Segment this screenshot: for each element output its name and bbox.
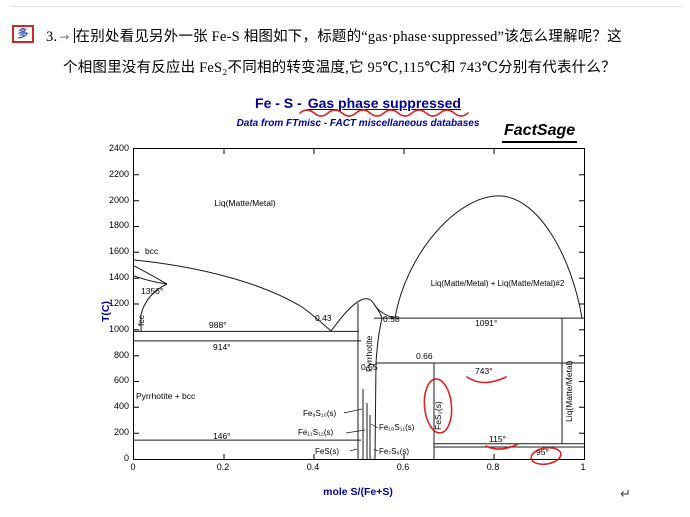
line-break-mark: ↵ bbox=[620, 486, 631, 501]
question-text-1: 在别处看见另外一张 Fe-S 相图如下，标题的“gas·phase·suppre… bbox=[75, 29, 622, 45]
comp-label-0-66: 0.66 bbox=[416, 351, 433, 361]
chart-title-emphasis: Gas phase suppressed bbox=[307, 95, 461, 111]
phase-label-fe7s8: Fe₇S₈(s) bbox=[379, 447, 410, 456]
x-tick-label: 0 bbox=[130, 462, 136, 472]
temp-label-1356: 1356° bbox=[141, 286, 164, 296]
temp-label-743: 743° bbox=[475, 366, 493, 376]
region-label-pyrrhotite-bcc: Pyrrhotite + bcc bbox=[136, 391, 196, 401]
y-tick-label: 1000 bbox=[108, 324, 129, 334]
phase-label-fes2: FeS₂(s) bbox=[433, 401, 443, 430]
y-tick-label: 1400 bbox=[108, 272, 129, 282]
phase-label-fe9s10: Fe₉S₁₀(s) bbox=[303, 409, 337, 418]
y-tick-label: 1600 bbox=[108, 246, 129, 256]
text-cursor bbox=[73, 28, 75, 43]
region-label-liquid: Liq(Matte/Metal) bbox=[214, 198, 276, 208]
question-text-2: 个相图里没有反应出 FeS₂不同相的转变温度,它 95℃,115℃和 743℃分… bbox=[63, 60, 616, 76]
phase-label-fes: FeS(s) bbox=[315, 447, 339, 456]
x-tick-label: 0.2 bbox=[216, 462, 230, 472]
temp-label-115: 115° bbox=[489, 434, 506, 444]
temp-label-914: 914° bbox=[213, 342, 231, 352]
x-tick-label: 0.4 bbox=[306, 462, 320, 472]
region-label-bcc: bcc bbox=[145, 246, 159, 256]
comp-label-0-58: 0.58 bbox=[383, 314, 400, 324]
revision-marker-icon[interactable]: 多 bbox=[12, 25, 34, 43]
temp-label-146: 146° bbox=[213, 431, 231, 441]
temp-label-95: 95° bbox=[536, 447, 549, 457]
comp-label-0-55: 0.55 bbox=[361, 362, 378, 372]
question-line-2[interactable]: 个相图里没有反应出 FeS₂不同相的转变温度,它 95℃,115℃和 743℃分… bbox=[63, 56, 616, 77]
region-label-fcc: fcc bbox=[136, 315, 146, 326]
y-tick-label: 1200 bbox=[108, 298, 129, 308]
x-tick-label: 0.8 bbox=[486, 462, 500, 472]
y-tick-label: 2400 bbox=[108, 143, 129, 153]
y-tick-label: 200 bbox=[113, 427, 129, 437]
comp-label-0-43: 0.43 bbox=[315, 313, 332, 323]
chart-title-prefix: Fe - S - bbox=[255, 95, 302, 111]
y-tick-label: 2200 bbox=[108, 169, 129, 179]
question-number: 3. bbox=[46, 29, 58, 45]
question-line-1[interactable]: 3. → 在别处看见另外一张 Fe-S 相图如下，标题的“gas·phase·sup… bbox=[46, 25, 622, 46]
y-tick-label: 1800 bbox=[108, 220, 129, 230]
y-tick-label: 2000 bbox=[108, 195, 129, 205]
y-tick-label: 600 bbox=[113, 375, 129, 385]
tab-format-mark: → bbox=[59, 30, 70, 44]
region-label-two-liquids: Liq(Matte/Metal) + Liq(Matte/Metal)#2 bbox=[430, 279, 565, 288]
plot-area bbox=[133, 148, 585, 460]
x-tick-label: 1 bbox=[580, 462, 586, 472]
y-tick-label: 800 bbox=[113, 350, 129, 360]
phase-label-fe11s12: Fe₁₁S₁₂(s) bbox=[298, 428, 334, 437]
region-label-liquid-right: Liq(Matte/Metal) bbox=[564, 360, 574, 422]
temp-label-988: 988° bbox=[209, 320, 227, 330]
page-top-divider bbox=[10, 6, 682, 7]
y-tick-label: 400 bbox=[113, 401, 129, 411]
temp-label-1091: 1091° bbox=[475, 318, 498, 328]
factsage-logo: FactSage bbox=[502, 122, 578, 143]
phase-label-fe10s11: Fe₁₀S₁₁(s) bbox=[379, 423, 415, 432]
y-tick-label: 0 bbox=[123, 453, 129, 463]
phase-boundary-curves bbox=[134, 149, 584, 459]
chart-subtitle: Data from FTmisc - FACT miscellaneous da… bbox=[236, 118, 480, 129]
x-axis-title: mole S/(Fe+S) bbox=[323, 486, 393, 498]
chart-title: Fe - S - Gas phase suppressed bbox=[133, 95, 583, 111]
revision-marker-glyph: 多 bbox=[17, 27, 29, 40]
x-tick-label: 0.6 bbox=[396, 462, 410, 472]
